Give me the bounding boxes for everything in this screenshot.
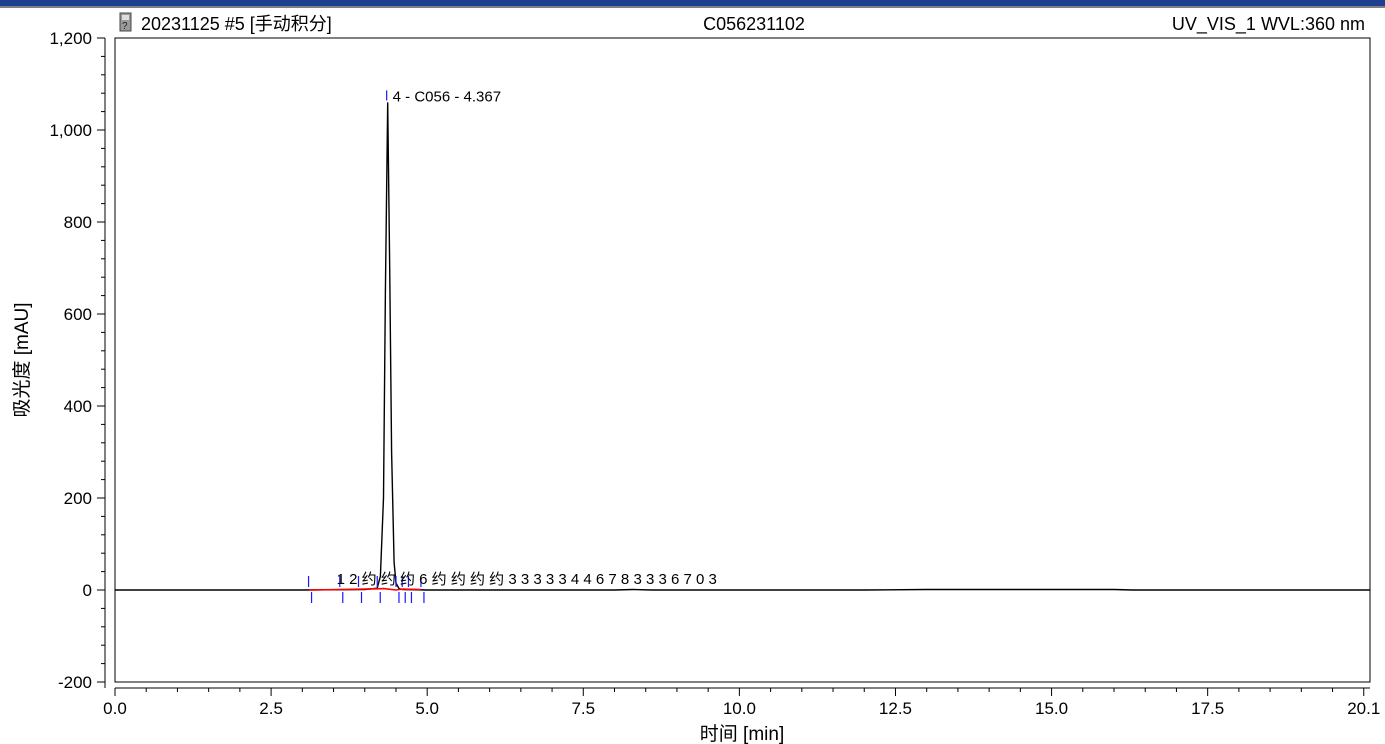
chromatogram-trace bbox=[115, 102, 1370, 591]
plot-frame bbox=[114, 37, 1371, 683]
batch-label: C056231102 bbox=[703, 14, 805, 34]
sample-title: 20231125 #5 [手动积分] bbox=[141, 14, 332, 34]
sample-icon: ? bbox=[119, 12, 132, 32]
x-tick-label: 20.1 bbox=[1347, 699, 1380, 718]
x-axis-title: 时间 [min] bbox=[700, 723, 784, 744]
x-tick-label: 17.5 bbox=[1191, 699, 1224, 718]
y-axis: -200 0 200 400 600 800 1,000 1,200 bbox=[49, 29, 106, 692]
title-strip bbox=[0, 0, 1385, 6]
y-tick-label: 200 bbox=[64, 489, 92, 508]
series-group bbox=[115, 102, 1370, 591]
y-tick-label: -200 bbox=[58, 673, 92, 692]
peak-label: 4 - C056 - 4.367 bbox=[393, 88, 501, 105]
x-tick-label: 12.5 bbox=[879, 699, 912, 718]
y-tick-label: 1,200 bbox=[49, 29, 92, 48]
small-peaks-label: 1 2 约 约 约 6 约 约 约 约 3 3 3 3 3 4 4 6 7 8 … bbox=[337, 571, 717, 588]
x-tick-label: 10.0 bbox=[723, 699, 756, 718]
x-tick-label: 15.0 bbox=[1035, 699, 1068, 718]
y-tick-label: 400 bbox=[64, 397, 92, 416]
baseline-trace bbox=[308, 587, 421, 591]
svg-text:?: ? bbox=[122, 21, 128, 32]
y-axis-title: 吸光度 [mAU] bbox=[11, 302, 33, 417]
x-tick-label: 2.5 bbox=[259, 699, 283, 718]
integration-marks bbox=[307, 90, 425, 603]
x-tick-label: 5.0 bbox=[415, 699, 439, 718]
x-tick-label: 0.0 bbox=[103, 699, 127, 718]
y-tick-label: 0 bbox=[83, 581, 92, 600]
x-tick-label: 7.5 bbox=[571, 699, 595, 718]
y-tick-label: 1,000 bbox=[49, 121, 92, 140]
y-tick-label: 800 bbox=[64, 213, 92, 232]
y-tick-label: 600 bbox=[64, 305, 92, 324]
channel-label: UV_VIS_1 WVL:360 nm bbox=[1172, 14, 1365, 35]
x-axis: 0.0 2.5 5.0 7.5 10.0 12.5 15.0 17.5 20.1 bbox=[103, 687, 1380, 718]
